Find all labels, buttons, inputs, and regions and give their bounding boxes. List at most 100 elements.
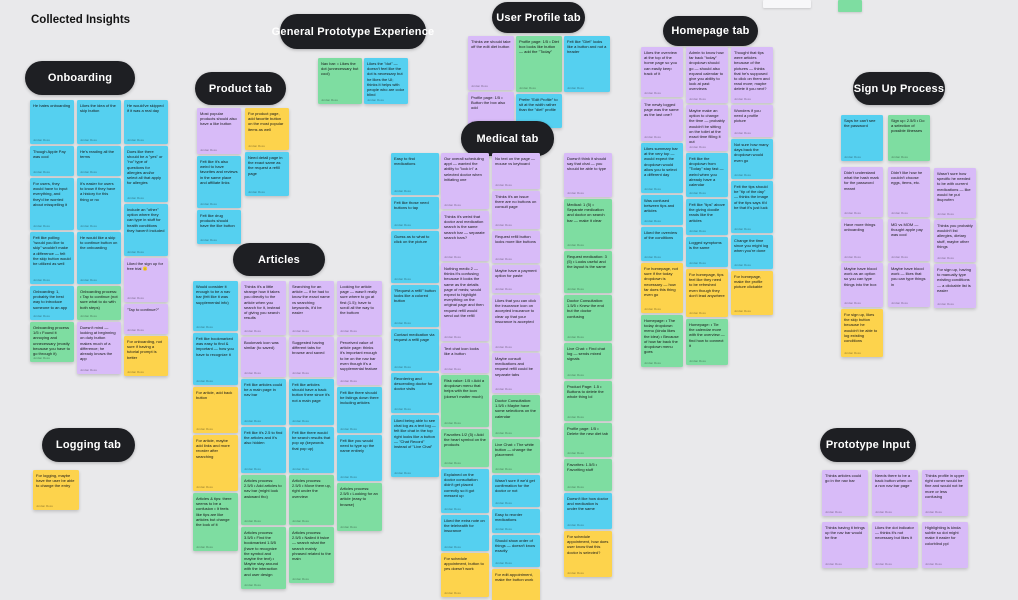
cluster-pill-logging-tab[interactable]: Logging tab bbox=[42, 428, 135, 462]
sticky-note-user-profile-tab-2-0[interactable]: Felt like "Diet" looks like a button and… bbox=[564, 36, 610, 92]
sticky-note-homepage-tab-0-0[interactable]: Likes the overview at the top of the hom… bbox=[641, 47, 683, 97]
sticky-note-sign-up-process-1-0[interactable]: Sign up: 2.5/5 • Do a selection of possi… bbox=[888, 115, 930, 161]
sticky-note-onboarding-2-0[interactable]: He would've skipped if it was a real day… bbox=[124, 100, 168, 144]
sticky-note-homepage-tab-2-5[interactable]: For homepage, make the profile picture c… bbox=[731, 271, 773, 315]
sticky-note-homepage-tab-2-4[interactable]: Change the time since you might log when… bbox=[731, 235, 773, 269]
sticky-note-articles-3-2[interactable]: Felt like there should be listings down … bbox=[337, 387, 382, 433]
sticky-note-articles-1-4[interactable]: Articles process: 2.5/5 • Add articles t… bbox=[241, 475, 286, 525]
sticky-note-medical-tab-0-3[interactable]: "Request a refill" button looks like a c… bbox=[391, 285, 439, 327]
sticky-note-medical-tab-3-7[interactable]: Favorites: 1.5/5 • Favoriting stuff Jorda… bbox=[564, 459, 612, 491]
sticky-note-homepage-tab-0-6[interactable]: Homepage: • The today dropdown menu (kin… bbox=[641, 315, 683, 367]
sticky-note-medical-tab-0-4[interactable]: Contact medication via request a refill … bbox=[391, 329, 439, 371]
sticky-note-medical-tab-3-1[interactable]: Medical: 1 (5) • Separate medication and… bbox=[564, 199, 612, 249]
sticky-note-sign-up-process-0-4[interactable]: For sign up, likes the skip button becau… bbox=[841, 309, 883, 357]
sticky-note-sign-up-process-2-1[interactable]: Thinks you probably wouldn't list allerg… bbox=[934, 220, 976, 262]
sticky-note-homepage-tab-1-0[interactable]: Admin to know how far back "today" dropd… bbox=[686, 47, 728, 103]
sticky-note-sign-up-process-0-2[interactable]: Have more things onboarding Jordan Ross bbox=[841, 219, 883, 261]
sticky-note-homepage-tab-2-2[interactable]: Not sure how many days back the dropdown… bbox=[731, 139, 773, 179]
sticky-note-medical-tab-0-5[interactable]: Reordering and descending doctor for doc… bbox=[391, 373, 439, 413]
sticky-note-homepage-tab-2-3[interactable]: Felt the tips should be "tip of the day"… bbox=[731, 181, 773, 233]
sticky-note-sign-up-process-1-1[interactable]: Didn't like how he couldn't choose eggs,… bbox=[888, 167, 930, 217]
sticky-note-articles-2-2[interactable]: Felt like articles should have a back bu… bbox=[289, 379, 334, 425]
sticky-note-onboarding-1-2[interactable]: It's easier for users to know if they ha… bbox=[77, 178, 121, 230]
sticky-note-onboarding-1-3[interactable]: He would like a skip to continue button … bbox=[77, 232, 121, 284]
sticky-note-medical-tab-2-1[interactable]: Thinks it's an issue there are no button… bbox=[492, 191, 540, 229]
sticky-note-sign-up-process-0-1[interactable]: Didn't understand what the hash mark for… bbox=[841, 167, 883, 217]
sticky-note-medical-tab-3-5[interactable]: Product Page: 1.5 • Buttons to delete th… bbox=[564, 381, 612, 421]
sticky-note-medical-tab-3-4[interactable]: Live Chat: • Find chat log — sends mixed… bbox=[564, 343, 612, 379]
sticky-note-medical-tab-0-1[interactable]: Felt like those need buttons to tap Jorda… bbox=[391, 197, 439, 229]
sticky-note-homepage-tab-0-2[interactable]: Likes summary bar at the very top — woul… bbox=[641, 143, 683, 193]
sticky-note-onboarding-1-1[interactable]: He's reading all the terms Jordan Ross bbox=[77, 146, 121, 176]
sticky-note-articles-0-2[interactable]: For article, add back button Jordan Ross bbox=[193, 387, 238, 433]
sticky-note-articles-1-0[interactable]: Thinks it's a little strange how it take… bbox=[241, 281, 286, 335]
partial-sticky-note-0[interactable] bbox=[763, 0, 811, 8]
sticky-note-medical-tab-3-9[interactable]: For schedule appointment, how does user … bbox=[564, 531, 612, 577]
sticky-note-medical-tab-2-8[interactable]: Wasn't sure if we'd get confirmation for… bbox=[492, 475, 540, 507]
sticky-note-medical-tab-1-1[interactable]: Thinks it's weird that doctor and medica… bbox=[441, 211, 489, 261]
sticky-note-general-prototype-experience-0-0[interactable]: Nav bar: • Likes the dot (unnecessary bu… bbox=[318, 58, 362, 104]
sticky-note-onboarding-0-2[interactable]: For users, they would have to input ever… bbox=[30, 178, 74, 230]
sticky-note-onboarding-2-1[interactable]: Does like there should be a "yes" or "no… bbox=[124, 146, 168, 202]
sticky-note-medical-tab-2-4[interactable]: Likes that you can click the insurance i… bbox=[492, 295, 540, 351]
cluster-pill-onboarding[interactable]: Onboarding bbox=[25, 61, 135, 95]
sticky-note-homepage-tab-0-3[interactable]: Was confused between tips and articles Jo… bbox=[641, 195, 683, 225]
sticky-note-medical-tab-1-2[interactable]: Nothing medic 2 — thinks it's confusing … bbox=[441, 263, 489, 341]
cluster-pill-user-profile-tab[interactable]: User Profile tab bbox=[492, 2, 585, 33]
sticky-note-medical-tab-1-8[interactable]: For schedule appointment, button to yes … bbox=[441, 553, 489, 597]
sticky-note-homepage-tab-1-2[interactable]: Felt like the dropdown from "Today" stay… bbox=[686, 153, 728, 197]
sticky-note-homepage-tab-0-5[interactable]: For homepage, not sure if the today drop… bbox=[641, 263, 683, 313]
sticky-note-onboarding-0-4[interactable]: Onboarding: 1, probably the best way to … bbox=[30, 286, 74, 320]
sticky-note-articles-0-1[interactable]: Felt like bookmarked was easy to find & … bbox=[193, 333, 238, 385]
sticky-note-articles-2-1[interactable]: Suggested having different tabs for brow… bbox=[289, 337, 334, 377]
sticky-note-medical-tab-2-0[interactable]: No text on the page — mouse vs keyboard J… bbox=[492, 153, 540, 189]
sticky-note-articles-1-5[interactable]: Articles process: 3.5/5 • Find the bookm… bbox=[241, 527, 286, 589]
sticky-note-medical-tab-2-6[interactable]: Doctor Consultation: 1.5/5 • Maybe have … bbox=[492, 395, 540, 437]
cluster-pill-articles[interactable]: Articles bbox=[233, 243, 325, 276]
sticky-note-onboarding-0-1[interactable]: Though Apple Pay was cool Jordan Ross bbox=[30, 146, 74, 176]
sticky-note-articles-2-0[interactable]: Searching for an article — if he had to … bbox=[289, 281, 334, 335]
sticky-note-homepage-tab-1-6[interactable]: Homepage: • Tie the calendar more with t… bbox=[686, 319, 728, 365]
sticky-note-onboarding-2-2[interactable]: Include an "other" option where they can… bbox=[124, 204, 168, 256]
partial-sticky-note-1[interactable] bbox=[838, 0, 862, 12]
sticky-note-prototype-input-1-0[interactable]: Needs there to be a back button when on … bbox=[872, 470, 918, 516]
sticky-note-homepage-tab-1-1[interactable]: Maybe make an option to change the time … bbox=[686, 105, 728, 151]
sticky-note-sign-up-process-1-3[interactable]: Maybe have blood work — likes that you c… bbox=[888, 263, 930, 307]
cluster-pill-prototype-input[interactable]: Prototype Input bbox=[820, 428, 916, 462]
sticky-note-prototype-input-2-1[interactable]: Highlighting is kinda subtle so dot migh… bbox=[922, 522, 968, 568]
sticky-note-medical-tab-3-6[interactable]: Profile page: 1/5 • Delete the new diet … bbox=[564, 423, 612, 457]
sticky-note-medical-tab-2-11[interactable]: For edit appointment, make the button wo… bbox=[492, 569, 540, 600]
sticky-note-sign-up-process-1-2[interactable]: MD vs MOM — thought apple pay was cool Jo… bbox=[888, 219, 930, 261]
sticky-note-user-profile-tab-1-0[interactable]: Profile page: 1/5 • Diet box looks like … bbox=[516, 36, 562, 92]
sticky-note-articles-1-2[interactable]: Felt like articles could be a main page … bbox=[241, 379, 286, 425]
sticky-note-sign-up-process-2-2[interactable]: For sign up, having to manually type exi… bbox=[934, 264, 976, 308]
sticky-note-medical-tab-3-8[interactable]: Doesn't like how doctor and medication i… bbox=[564, 493, 612, 529]
sticky-note-prototype-input-2-0[interactable]: Thinks profile in upper right corner wou… bbox=[922, 470, 968, 516]
sticky-note-onboarding-0-0[interactable]: He hates onboarding Jordan Ross bbox=[30, 100, 74, 144]
sticky-note-onboarding-1-0[interactable]: Likes the idea of the skip button Jordan … bbox=[77, 100, 121, 144]
sticky-note-medical-tab-2-10[interactable]: Should show order of things — doesn't kn… bbox=[492, 535, 540, 567]
sticky-note-onboarding-0-3[interactable]: Felt like polling "would you like to ski… bbox=[30, 232, 74, 284]
sticky-note-general-prototype-experience-1-0[interactable]: Likes the "dot" — doesn't feel like the … bbox=[364, 58, 408, 104]
sticky-note-medical-tab-2-3[interactable]: Maybe have a payment option for paste Jor… bbox=[492, 265, 540, 293]
sticky-note-homepage-tab-1-4[interactable]: Logged symptoms is the same Jordan Ross bbox=[686, 237, 728, 267]
sticky-note-medical-tab-0-0[interactable]: Easy to find medications Jordan Ross bbox=[391, 153, 439, 195]
sticky-note-articles-1-1[interactable]: Bookmark icon was similar (to saved) Jord… bbox=[241, 337, 286, 377]
sticky-note-product-tab-1-0[interactable]: For product page, add favorite button on… bbox=[245, 108, 289, 150]
sticky-note-medical-tab-2-2[interactable]: Request refill button looks more like bu… bbox=[492, 231, 540, 263]
sticky-note-homepage-tab-1-3[interactable]: Felt like "tips" above the giving doodle… bbox=[686, 199, 728, 235]
sticky-note-articles-3-4[interactable]: Articles process: 2.5/5 • Looking for an… bbox=[337, 483, 382, 531]
sticky-note-articles-3-1[interactable]: Perceived value of article page: thinks … bbox=[337, 337, 382, 385]
sticky-note-articles-2-4[interactable]: Articles process: 2.5/5 • Move them up, … bbox=[289, 475, 334, 525]
sticky-note-medical-tab-3-2[interactable]: Request medication: 3 (5) • Looks useful… bbox=[564, 251, 612, 293]
sticky-note-articles-1-3[interactable]: Felt like it's 2.5 to find the articles … bbox=[241, 427, 286, 473]
sticky-note-product-tab-0-0[interactable]: Most popular products should also have a… bbox=[197, 108, 241, 154]
cluster-pill-medical-tab[interactable]: Medical tab bbox=[461, 121, 554, 156]
cluster-pill-sign-up-process[interactable]: Sign Up Process bbox=[853, 72, 945, 105]
sticky-note-product-tab-0-1[interactable]: Felt like it's also weird to have favori… bbox=[197, 156, 241, 208]
sticky-note-articles-0-4[interactable]: Articles & tips: there seems to be a con… bbox=[193, 493, 238, 551]
sticky-note-medical-tab-1-3[interactable]: Text chat icon looks like a button Jordan… bbox=[441, 343, 489, 373]
sticky-note-prototype-input-1-1[interactable]: Likes the dot indicator — thinks it's no… bbox=[872, 522, 918, 568]
sticky-note-articles-0-0[interactable]: Would consider it enough to be a nav bar… bbox=[193, 281, 238, 331]
